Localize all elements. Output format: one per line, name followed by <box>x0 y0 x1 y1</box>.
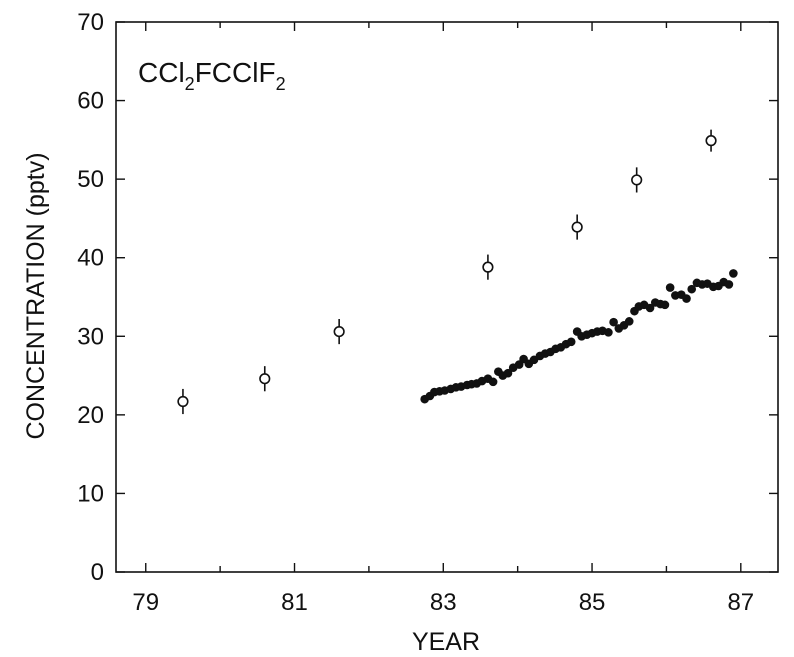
plot-frame <box>115 21 779 573</box>
open-data-point <box>482 261 494 273</box>
filled-data-point <box>609 317 618 327</box>
y-tick-label: 40 <box>77 245 104 272</box>
x-axis-title: YEAR <box>412 628 480 656</box>
y-tick-label: 20 <box>77 402 104 429</box>
filled-data-point <box>604 328 613 337</box>
annotation-mid: FCClF <box>195 57 276 88</box>
data-marks <box>177 129 738 415</box>
ticks <box>116 21 778 573</box>
filled-data-point <box>682 294 691 303</box>
filled-data-point <box>665 283 675 292</box>
filled-data-point <box>660 300 670 310</box>
x-tick-label: 81 <box>281 589 308 616</box>
x-tick-label: 85 <box>579 589 606 616</box>
y-tick-label: 0 <box>91 559 104 586</box>
filled-data-point <box>503 368 513 378</box>
filled-data-point <box>488 377 498 387</box>
filled-data-point <box>645 303 655 313</box>
filled-data-point <box>687 284 697 294</box>
series-annotation: CCl2FCClF2 <box>138 57 286 94</box>
y-tick-label: 30 <box>77 323 104 350</box>
y-tick-label: 70 <box>77 9 104 36</box>
open-data-point <box>631 174 643 186</box>
annotation-sub1: 2 <box>185 74 195 94</box>
filled-data-point <box>624 317 634 326</box>
open-data-point <box>571 221 583 233</box>
x-tick-label: 79 <box>132 589 159 616</box>
open-data-point <box>333 325 345 338</box>
x-tick-label: 87 <box>727 589 754 616</box>
y-tick-label: 50 <box>77 166 104 193</box>
y-axis-title: CONCENTRATION (pptv) <box>22 152 50 439</box>
open-data-point <box>259 373 271 385</box>
y-tick-label: 10 <box>77 480 104 507</box>
annotation-base: CCl <box>138 57 185 88</box>
annotation-sub2: 2 <box>276 74 286 94</box>
open-data-point <box>705 135 717 147</box>
filled-data-point <box>724 280 734 289</box>
x-tick-label: 83 <box>430 589 457 616</box>
filled-data-point <box>566 337 576 347</box>
open-data-point <box>177 395 189 408</box>
tick-labels: 79 81 83 85 87 0 10 20 30 40 50 60 70 <box>77 9 754 616</box>
y-tick-label: 60 <box>77 88 104 115</box>
filled-data-point <box>729 269 738 278</box>
